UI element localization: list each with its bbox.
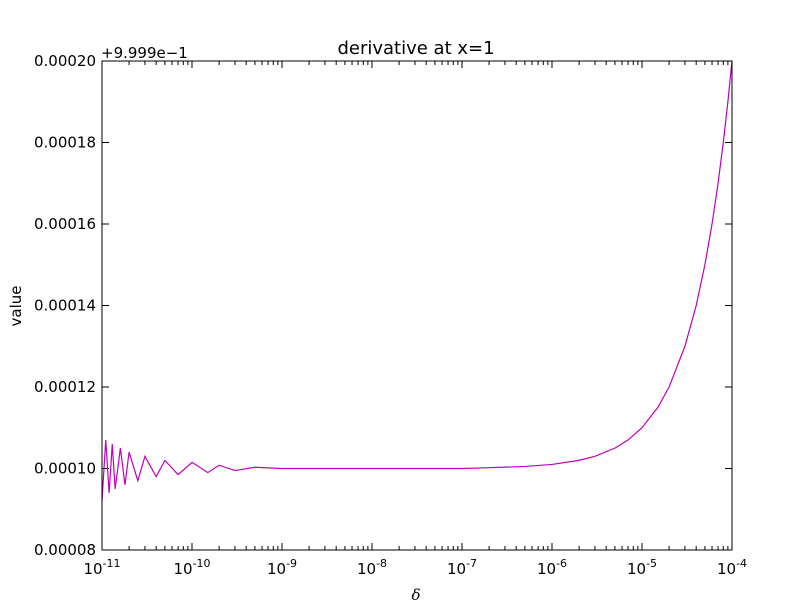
plot-frame	[101, 60, 733, 551]
x-tick-label: 10-10	[173, 557, 210, 578]
x-tick-label: 10-5	[627, 557, 657, 578]
y-tick-label: 0.00020	[34, 52, 96, 70]
y-tick-label: 0.00018	[34, 134, 96, 152]
y-offset-label: +9.999e−1	[101, 44, 188, 62]
chart-title: derivative at x=1	[337, 38, 494, 59]
y-tick-label: 0.00016	[34, 215, 96, 233]
y-axis-label: value	[7, 286, 25, 327]
series-line	[101, 60, 733, 502]
y-tick-label: 0.00012	[34, 378, 96, 396]
x-axis-label: δ	[411, 586, 420, 604]
x-tick-label: 10-9	[267, 557, 297, 578]
x-tick-label: 10-4	[717, 557, 747, 578]
x-tick-label: 10-6	[537, 557, 567, 578]
y-tick-label: 0.00008	[34, 541, 96, 559]
x-tick-label: 10-11	[83, 557, 120, 578]
y-tick-label: 0.00014	[34, 297, 96, 315]
x-tick-label: 10-8	[357, 557, 387, 578]
ticks-layer: 10-11 10-10 10-9 10-8 10-7 10-6 10-5 10-4 0.0000…	[34, 52, 747, 578]
y-tick-label: 0.00010	[34, 460, 96, 478]
series-layer	[101, 60, 733, 502]
x-tick-label: 10-7	[447, 557, 477, 578]
